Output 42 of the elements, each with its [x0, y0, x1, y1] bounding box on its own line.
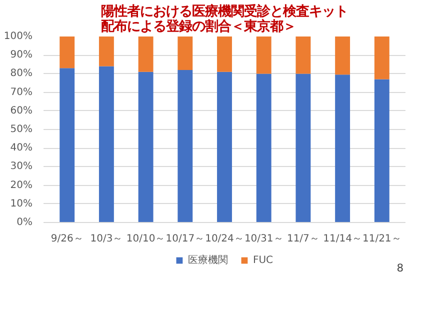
bar — [98, 36, 114, 66]
legend-label: 医療機関 — [188, 254, 228, 267]
x-tick-label: 11/14～ — [323, 234, 362, 244]
text: 8 — [396, 262, 404, 274]
bar — [217, 36, 232, 72]
x-tick-label: 10/31～ — [244, 234, 284, 244]
y-tick-label: 40% — [10, 142, 33, 154]
chart-title: 陽性者における医療機関受診と検査キット配布による登録の割合＜東京都＞ — [101, 4, 348, 34]
bar — [335, 36, 350, 75]
bar — [256, 74, 272, 222]
legend-label: FUC — [252, 254, 274, 266]
y-tick-label: 20% — [10, 180, 33, 191]
bar — [296, 36, 311, 74]
x-tick-label: 11/7～ — [286, 234, 320, 244]
y-tick-label: 50% — [10, 124, 33, 135]
x-tick-label: 10/24～ — [205, 234, 244, 244]
y-tick-label: 0% — [16, 217, 33, 228]
bar — [178, 70, 193, 222]
y-tick-label: 30% — [10, 161, 33, 172]
x-tick-label: 11/21～ — [362, 234, 402, 244]
bar — [138, 72, 154, 222]
y-tick-label: 100% — [4, 31, 33, 42]
x-tick-label: 10/17～ — [166, 234, 205, 244]
bar — [60, 68, 75, 222]
bar — [335, 74, 350, 222]
x-tick-label: 10/10～ — [126, 234, 166, 244]
y-tick-label: 80% — [10, 68, 33, 80]
bar — [138, 36, 154, 72]
bar — [60, 36, 75, 68]
bar — [374, 36, 390, 80]
bar — [296, 74, 311, 222]
y-tick-label: 70% — [10, 86, 33, 98]
bar — [374, 79, 390, 222]
bar — [256, 36, 272, 74]
x-tick-label: 9/26～ — [50, 234, 84, 244]
y-tick-label: 10% — [10, 198, 33, 210]
y-tick-label: 90% — [10, 50, 33, 61]
x-tick-label: 10/3～ — [90, 234, 123, 244]
bar — [178, 36, 193, 70]
bar — [217, 72, 232, 222]
bar — [98, 66, 114, 222]
y-tick-label: 60% — [10, 105, 33, 116]
